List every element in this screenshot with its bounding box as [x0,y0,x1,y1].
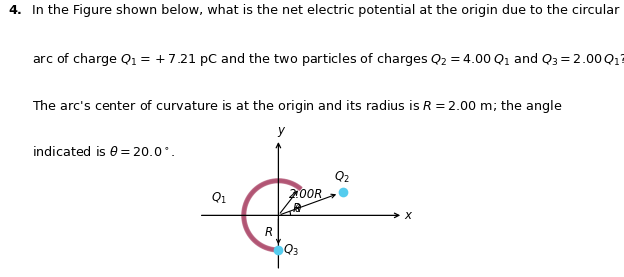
Text: $Q_2$: $Q_2$ [334,170,349,185]
Text: 2.00R: 2.00R [288,188,323,201]
Text: x: x [405,209,412,222]
Text: indicated is $\theta = 20.0^\circ$.: indicated is $\theta = 20.0^\circ$. [32,145,176,160]
Text: y: y [277,124,284,137]
Text: R: R [293,202,301,215]
Text: 4.: 4. [8,4,22,17]
Text: $\theta$: $\theta$ [295,202,303,214]
Text: R: R [265,226,273,239]
Text: In the Figure shown below, what is the net electric potential at the origin due : In the Figure shown below, what is the n… [32,4,620,17]
Text: $Q_1$: $Q_1$ [211,191,227,206]
Text: $Q_3$: $Q_3$ [283,242,298,258]
Text: The arc's center of curvature is at the origin and its radius is $R = 2.00$ m; t: The arc's center of curvature is at the … [32,98,563,115]
Text: arc of charge $Q_1 = +7.21$ pC and the two particles of charges $Q_2 = 4.00\,Q_1: arc of charge $Q_1 = +7.21$ pC and the t… [32,51,624,68]
